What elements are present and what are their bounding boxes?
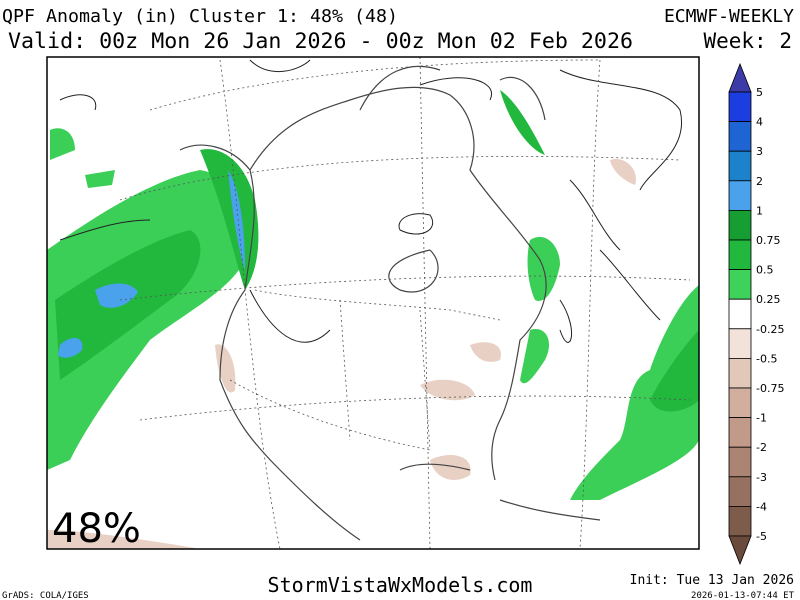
- precip-anomaly: [520, 236, 560, 384]
- contour: [59, 59, 683, 343]
- title: QPF Anomaly (in) Cluster 1: 48% (48): [2, 6, 398, 27]
- credit: GrADS: COLA/IGES: [2, 591, 89, 600]
- colorbar-segment: [728, 239, 752, 271]
- colorbar-label: 3: [756, 145, 763, 158]
- site-name: StormVistaWxModels.com: [268, 573, 533, 597]
- week-label: Week: 2: [703, 29, 792, 53]
- colorbar-segment: [728, 150, 752, 182]
- precip-anomaly: [55, 230, 201, 380]
- colorbar-segment: [728, 269, 752, 300]
- colorbar-segment: [728, 387, 752, 419]
- colorbar-segment: [728, 476, 752, 507]
- precip-anomaly: [570, 285, 699, 500]
- colorbar-label: 1: [756, 204, 763, 217]
- precip-anomaly: [500, 90, 545, 155]
- colorbar-label: -0.25: [756, 323, 784, 336]
- precip-anomaly: [58, 338, 83, 358]
- colorbar-label: -5: [756, 530, 767, 543]
- colorbar-label: 2: [756, 175, 763, 188]
- timestamp: 2026-01-13-07:44 ET: [691, 591, 795, 600]
- colorbar-label: -4: [756, 500, 767, 513]
- grid-graticule: [119, 57, 691, 549]
- colorbar-segment: [728, 417, 752, 448]
- colorbar-label: -1: [756, 412, 767, 425]
- colorbar-segment: [728, 328, 752, 359]
- valid-time: Valid: 00z Mon 26 Jan 2026 - 00z Mon 02 …: [8, 29, 633, 53]
- colorbar-segment: [728, 121, 752, 152]
- cluster-percent: 48%: [52, 506, 141, 552]
- colorbar-label: 5: [756, 86, 763, 99]
- colorbar: 5 4 3 2 1 0.75 0.5 0.25 -0.25 -0.5 -0.75 -1 -2 -3 -4 -5: [728, 62, 784, 566]
- colorbar-label: 0.5: [756, 264, 774, 277]
- colorbar-cap: [728, 62, 752, 93]
- init-time: Init: Tue 13 Jan 2026: [630, 573, 794, 588]
- map-frame: [46, 56, 700, 550]
- colorbar-segment: [728, 91, 752, 123]
- colorbar-segment: [728, 357, 752, 389]
- colorbar-label: -2: [756, 441, 767, 454]
- colorbar-segment: [728, 298, 752, 330]
- colorbar-label: -0.75: [756, 382, 784, 395]
- colorbar-label: -3: [756, 471, 767, 484]
- precip-anomaly: [650, 330, 699, 412]
- colorbar-label: 0.25: [756, 293, 781, 306]
- model-name: ECMWF-WEEKLY: [664, 6, 794, 27]
- colorbar-segment: [728, 209, 752, 241]
- coastline: [179, 65, 601, 541]
- colorbar-label: -0.5: [756, 352, 777, 365]
- colorbar-label: 4: [756, 116, 763, 129]
- colorbar-label: 0.75: [756, 234, 781, 247]
- colorbar-segment: [728, 180, 752, 211]
- colorbar-cap: [728, 535, 752, 566]
- precip-anomaly: [95, 283, 138, 308]
- precip-anomaly: [50, 128, 115, 188]
- colorbar-segment: [728, 446, 752, 478]
- colorbar-segment: [728, 505, 752, 537]
- map: 48%: [46, 56, 700, 552]
